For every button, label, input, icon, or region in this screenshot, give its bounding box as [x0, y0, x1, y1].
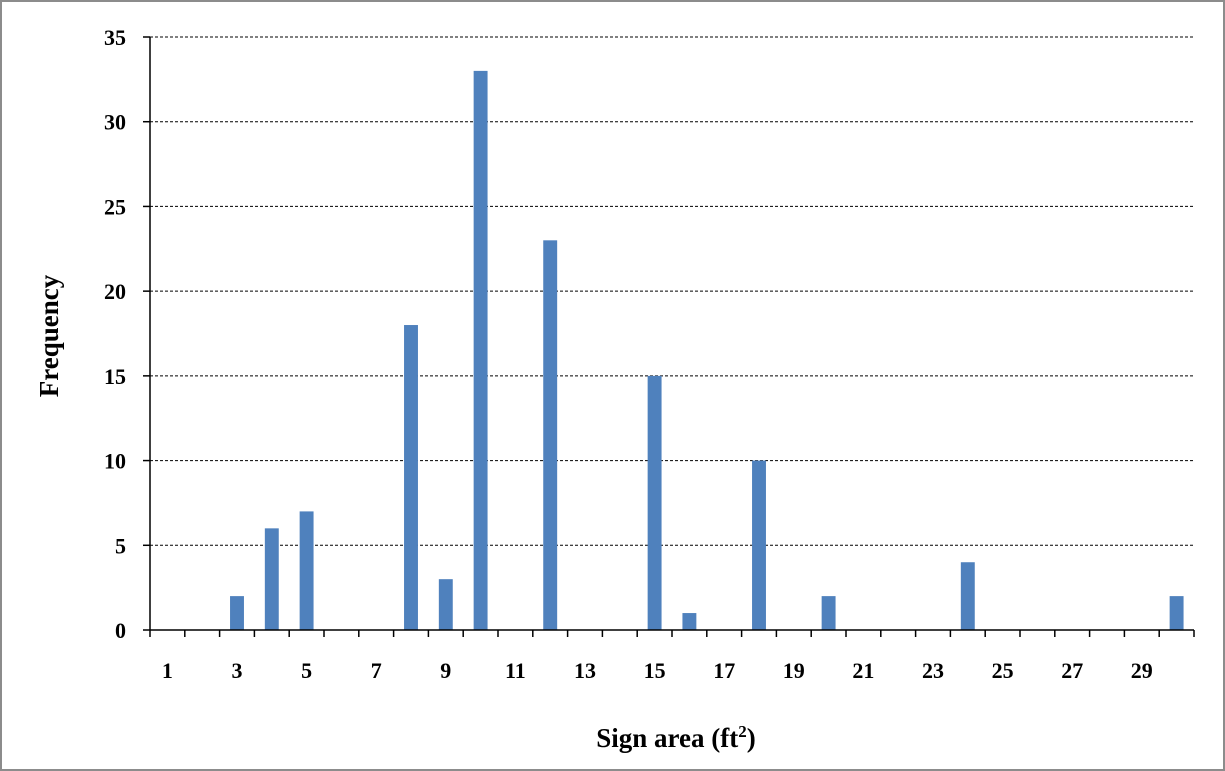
x-axis-title-end: ) [747, 723, 756, 753]
x-axis-title-superscript: 2 [738, 722, 747, 741]
y-tick-label-5: 5 [115, 533, 126, 558]
x-tick-label-9: 9 [440, 658, 451, 683]
y-axis-ticks: 0 5 10 15 20 25 30 35 [104, 25, 150, 643]
x-axis-title: Sign area (ft2) [596, 722, 756, 753]
x-axis-title-main: Sign area (ft [596, 723, 738, 753]
x-tick-label-21: 21 [852, 658, 874, 683]
x-tick-label-7: 7 [371, 658, 382, 683]
x-tick-label-23: 23 [922, 658, 944, 683]
y-tick-label-30: 30 [104, 110, 126, 135]
x-tick-label-11: 11 [505, 658, 526, 683]
bar-24 [960, 562, 975, 630]
y-tick-label-0: 0 [115, 618, 126, 643]
y-axis-title: Frequency [34, 274, 64, 397]
y-tick-label-15: 15 [104, 364, 126, 389]
x-tick-label-19: 19 [783, 658, 805, 683]
bar-8 [404, 325, 418, 630]
bar-15 [647, 375, 662, 630]
x-tick-label-25: 25 [992, 658, 1014, 683]
x-axis-ticks: 1 3 5 7 9 11 13 15 17 19 21 23 25 27 29 [149, 630, 1195, 683]
y-tick-label-20: 20 [104, 279, 126, 304]
bar-12 [543, 240, 558, 631]
x-tick-label-13: 13 [574, 658, 596, 683]
bar-9 [438, 579, 453, 630]
bar-20 [821, 596, 836, 630]
x-tick-label-5: 5 [301, 658, 312, 683]
bar-5 [299, 511, 314, 630]
x-tick-label-27: 27 [1061, 658, 1083, 683]
x-tick-label-29: 29 [1131, 658, 1153, 683]
bar-18 [752, 460, 766, 630]
y-tick-label-35: 35 [104, 25, 126, 50]
bar-10 [473, 70, 488, 630]
bar-30 [1169, 596, 1184, 630]
bars [230, 70, 1184, 631]
y-tick-label-25: 25 [104, 194, 126, 219]
bar-3 [230, 596, 244, 630]
x-tick-label-17: 17 [713, 658, 735, 683]
y-tick-label-10: 10 [104, 449, 126, 474]
x-tick-label-3: 3 [232, 658, 243, 683]
x-tick-label-15: 15 [644, 658, 666, 683]
bar-4 [264, 528, 279, 630]
gridlines [150, 36, 1194, 546]
bar-16 [682, 613, 697, 630]
x-tick-label-1: 1 [162, 658, 173, 683]
